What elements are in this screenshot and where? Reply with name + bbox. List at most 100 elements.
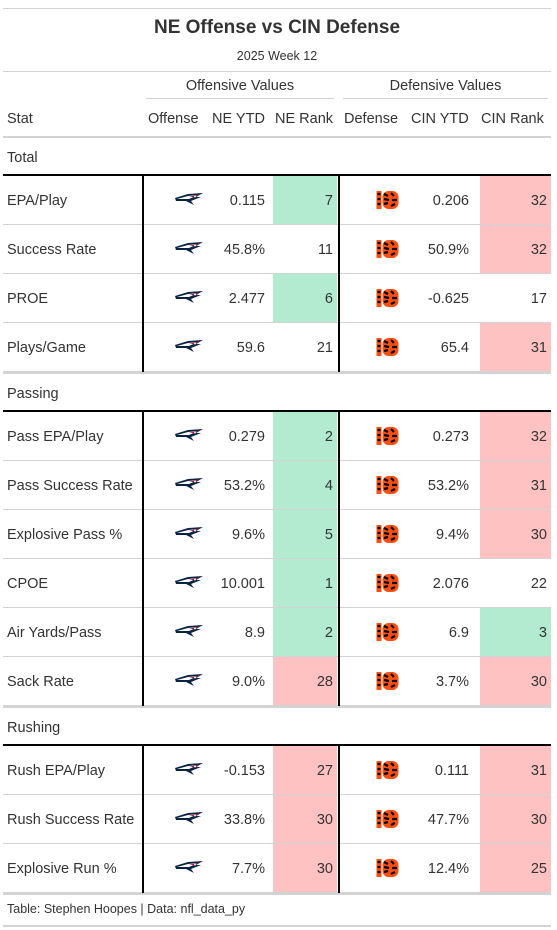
patriots-logo-icon xyxy=(166,844,212,892)
patriots-logo-icon xyxy=(166,559,212,607)
bengals-logo-icon xyxy=(365,608,411,656)
table-row: Explosive Pass % 9.6% 5 9.4% 30 xyxy=(3,510,551,559)
patriots-logo-icon xyxy=(166,510,212,558)
stat-label: Success Rate xyxy=(7,242,97,258)
ne-ytd-value: 10.001 xyxy=(220,576,265,592)
offense-divider xyxy=(142,412,144,706)
defense-divider xyxy=(338,176,340,372)
table-row: Air Yards/Pass 8.9 2 6.9 3 xyxy=(3,608,551,657)
ne-rank-value: 5 xyxy=(273,510,337,558)
table-body: Total EPA/Play 0.115 7 0.206 32 Success Rate 45… xyxy=(3,138,551,895)
patriots-logo-icon xyxy=(166,225,212,273)
stat-label: Pass EPA/Play xyxy=(7,429,104,445)
table-row: Sack Rate 9.0% 28 3.7% 30 xyxy=(3,657,551,706)
stat-label: Rush EPA/Play xyxy=(7,763,106,779)
ne-ytd-value: 53.2% xyxy=(223,478,265,494)
table-row: Pass Success Rate 53.2% 4 53.2% 31 xyxy=(3,461,551,510)
offense-divider xyxy=(142,746,144,893)
cin-ytd-value: 9.4% xyxy=(435,527,469,543)
table-row: CPOE 10.001 1 2.076 22 xyxy=(3,559,551,608)
stat-label: Air Yards/Pass xyxy=(7,625,102,641)
table-row: Rush Success Rate 33.8% 30 47.7% 30 xyxy=(3,795,551,844)
cin-rank-value: 30 xyxy=(480,657,551,705)
ne-ytd-value: 0.279 xyxy=(228,429,265,445)
ne-ytd-value: 8.9 xyxy=(244,625,265,641)
defense-divider xyxy=(338,746,340,893)
cin-ytd-value: 0.273 xyxy=(432,429,469,445)
ne-ytd-value: 45.8% xyxy=(223,242,265,258)
bengals-logo-icon xyxy=(365,323,411,371)
table-title: NE Offense vs CIN Defense xyxy=(153,17,401,38)
stat-label: Rush Success Rate xyxy=(7,812,135,828)
col-header-stat: Stat xyxy=(7,111,33,127)
cin-ytd-value: 53.2% xyxy=(427,478,469,494)
cin-rank-value: 31 xyxy=(480,746,551,794)
cin-rank-value: 32 xyxy=(480,225,551,273)
col-header-offense: Offense xyxy=(148,111,199,127)
bengals-logo-icon xyxy=(365,461,411,509)
cin-rank-value: 31 xyxy=(480,323,551,371)
row-group-body: Pass EPA/Play 0.279 2 0.273 32 Pass Success R… xyxy=(3,410,551,708)
bengals-logo-icon xyxy=(365,844,411,892)
ne-rank-value: 30 xyxy=(273,844,337,892)
table-row: Success Rate 45.8% 11 50.9% 32 xyxy=(3,225,551,274)
cin-ytd-value: 6.9 xyxy=(448,625,469,641)
patriots-logo-icon xyxy=(166,412,212,460)
patriots-logo-icon xyxy=(166,274,212,322)
stat-label: EPA/Play xyxy=(7,193,68,209)
stat-label: CPOE xyxy=(7,576,49,592)
stats-table: NE Offense vs CIN Defense 2025 Week 12 O… xyxy=(3,8,551,927)
patriots-logo-icon xyxy=(166,746,212,794)
bengals-logo-icon xyxy=(365,225,411,273)
cin-rank-value: 25 xyxy=(480,844,551,892)
ne-rank-value: 11 xyxy=(273,225,337,273)
cin-ytd-value: 3.7% xyxy=(435,674,469,690)
ne-ytd-value: 33.8% xyxy=(223,812,265,828)
col-header-ne-ytd: NE YTD xyxy=(212,111,265,127)
cin-rank-value: 32 xyxy=(480,412,551,460)
defensive-values-spanner: Defensive Values xyxy=(343,78,548,99)
col-header-cin-rank: CIN Rank xyxy=(481,111,544,127)
ne-ytd-value: 0.115 xyxy=(229,193,265,209)
ne-ytd-value: 9.0% xyxy=(231,674,265,690)
stat-label: PROE xyxy=(7,291,49,307)
table-row: Pass EPA/Play 0.279 2 0.273 32 xyxy=(3,412,551,461)
bengals-logo-icon xyxy=(365,657,411,705)
table-top-border xyxy=(3,8,551,9)
row-group-body: EPA/Play 0.115 7 0.206 32 Success Rate 45.8% 11… xyxy=(3,174,551,374)
ne-ytd-value: 9.6% xyxy=(231,527,265,543)
column-spanners: Offensive Values Defensive Values xyxy=(3,72,551,106)
bengals-logo-icon xyxy=(365,559,411,607)
patriots-logo-icon xyxy=(166,461,212,509)
ne-rank-value: 7 xyxy=(273,176,337,224)
cin-ytd-value: 65.4 xyxy=(440,340,469,356)
row-group-label: Passing xyxy=(7,386,59,402)
ne-ytd-value: 7.7% xyxy=(231,861,265,877)
cin-rank-value: 30 xyxy=(480,795,551,843)
table-row: Rush EPA/Play -0.153 27 0.111 31 xyxy=(3,746,551,795)
table-row: EPA/Play 0.115 7 0.206 32 xyxy=(3,176,551,225)
stat-label: Explosive Pass % xyxy=(7,527,123,543)
patriots-logo-icon xyxy=(166,608,212,656)
cin-rank-value: 3 xyxy=(480,608,551,656)
table-source-note: Table: Stephen Hoopes | Data: nfl_data_p… xyxy=(3,895,551,927)
stat-label: Plays/Game xyxy=(7,340,86,356)
row-group-body: Rush EPA/Play -0.153 27 0.111 31 Rush Success… xyxy=(3,744,551,895)
ne-rank-value: 4 xyxy=(273,461,337,509)
bengals-logo-icon xyxy=(365,746,411,794)
cin-rank-value: 30 xyxy=(480,510,551,558)
cin-rank-value: 17 xyxy=(480,274,551,322)
patriots-logo-icon xyxy=(166,657,212,705)
cin-ytd-value: -0.625 xyxy=(427,291,469,307)
cin-ytd-value: 50.9% xyxy=(427,242,469,258)
table-row: PROE 2.477 6 -0.625 17 xyxy=(3,274,551,323)
bengals-logo-icon xyxy=(365,176,411,224)
ne-rank-value: 1 xyxy=(273,559,337,607)
col-header-cin-ytd: CIN YTD xyxy=(411,111,469,127)
bengals-logo-icon xyxy=(365,274,411,322)
cin-rank-value: 31 xyxy=(480,461,551,509)
cin-rank-value: 22 xyxy=(480,559,551,607)
table-row: Explosive Run % 7.7% 30 12.4% 25 xyxy=(3,844,551,893)
col-header-ne-rank: NE Rank xyxy=(275,111,334,127)
ne-ytd-value: 59.6 xyxy=(236,340,265,356)
